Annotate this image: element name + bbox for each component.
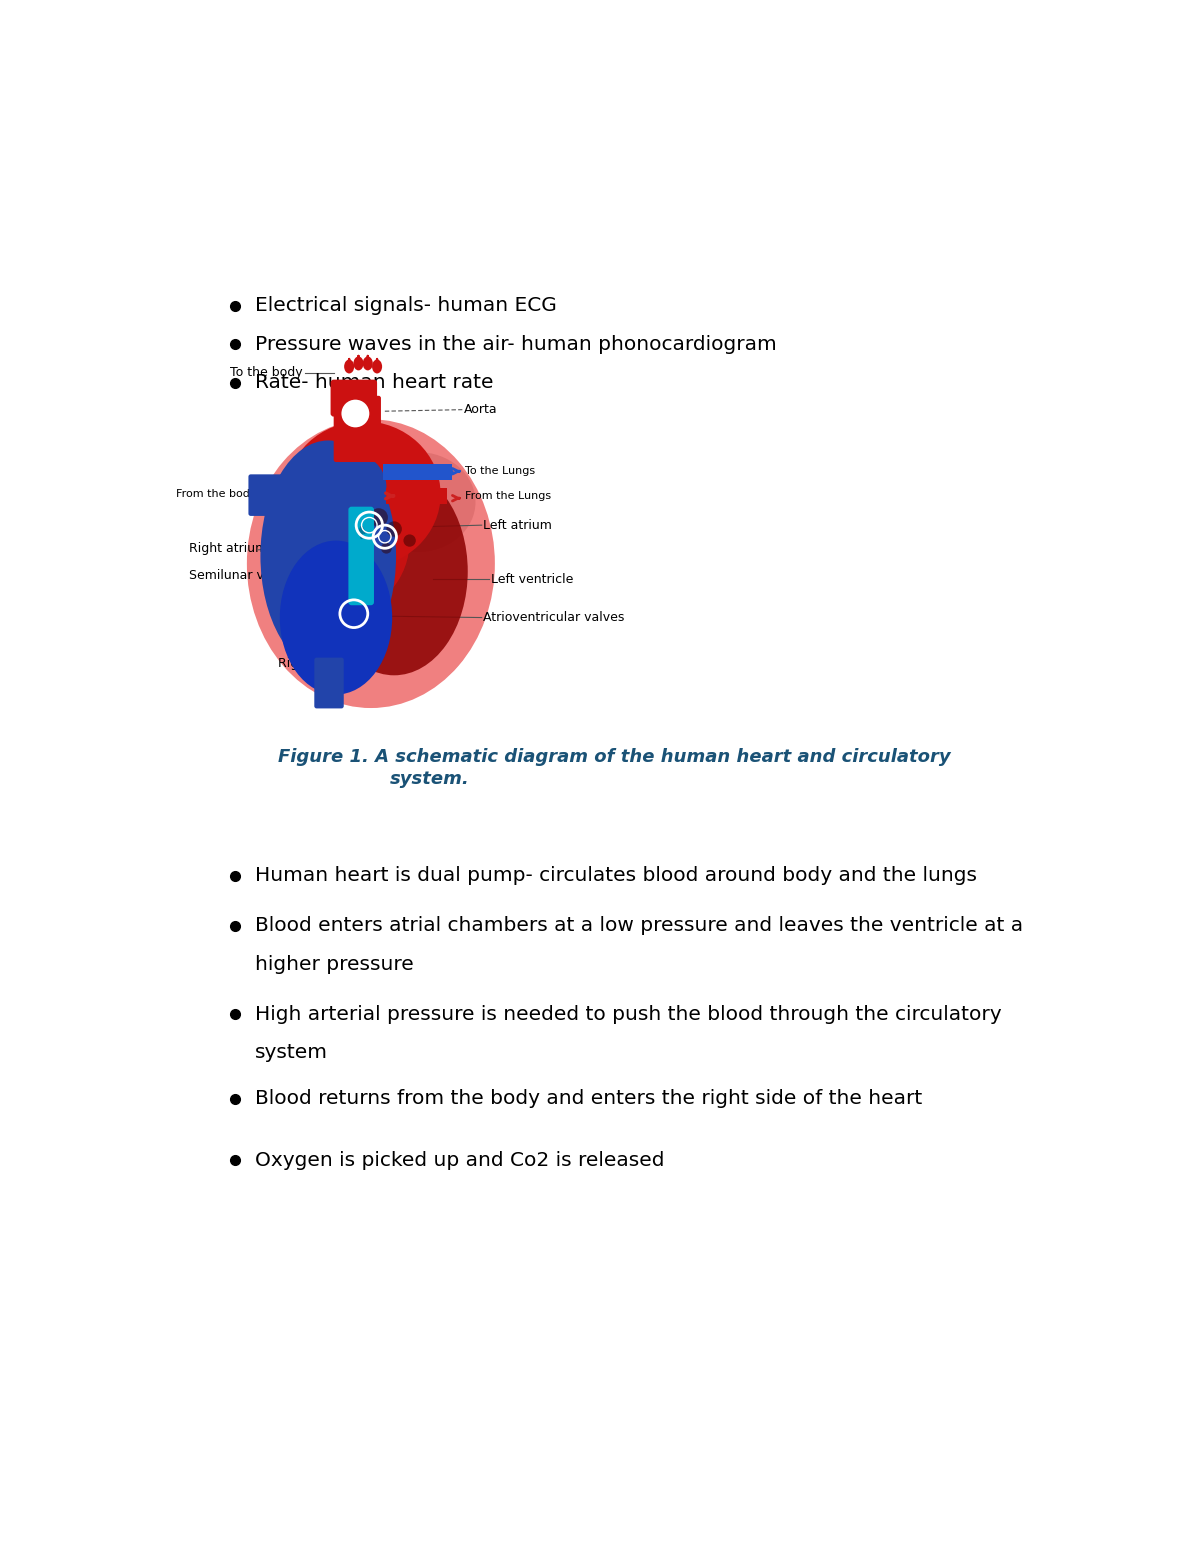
Text: Right atrium: Right atrium — [188, 542, 266, 554]
Text: Semilunar valves: Semilunar valves — [188, 568, 296, 582]
Text: Blood returns from the body and enters the right side of the heart: Blood returns from the body and enters t… — [254, 1089, 922, 1109]
Text: Human heart is dual pump- circulates blood around body and the lungs: Human heart is dual pump- circulates blo… — [254, 867, 977, 885]
FancyBboxPatch shape — [334, 396, 380, 463]
Ellipse shape — [308, 452, 386, 522]
Circle shape — [342, 399, 370, 427]
Circle shape — [386, 522, 402, 537]
Text: Right ventricle: Right ventricle — [278, 657, 370, 671]
Circle shape — [403, 534, 416, 547]
Text: higher pressure: higher pressure — [254, 955, 413, 974]
FancyBboxPatch shape — [348, 506, 374, 606]
Text: To the body: To the body — [230, 367, 302, 379]
Ellipse shape — [260, 441, 396, 671]
Ellipse shape — [286, 421, 440, 567]
Ellipse shape — [359, 452, 475, 553]
Ellipse shape — [286, 471, 409, 610]
Text: Left atrium: Left atrium — [484, 519, 552, 531]
Text: Atrioventricular valves: Atrioventricular valves — [484, 610, 625, 624]
Text: Pressure waves in the air- human phonocardiogram: Pressure waves in the air- human phonoca… — [254, 335, 776, 354]
FancyBboxPatch shape — [314, 657, 343, 708]
FancyBboxPatch shape — [248, 474, 304, 516]
FancyBboxPatch shape — [383, 463, 452, 480]
Circle shape — [380, 544, 391, 554]
Text: Electrical signals- human ECG: Electrical signals- human ECG — [254, 297, 557, 315]
Text: system.: system. — [390, 770, 470, 787]
Ellipse shape — [280, 540, 392, 694]
Text: High arterial pressure is needed to push the blood through the circulatory: High arterial pressure is needed to push… — [254, 1005, 1001, 1023]
Ellipse shape — [329, 499, 484, 691]
Text: Aorta: Aorta — [464, 404, 498, 416]
Text: Oxygen is picked up and Co2 is released: Oxygen is picked up and Co2 is released — [254, 1151, 664, 1169]
FancyBboxPatch shape — [386, 488, 446, 503]
Text: Figure 1. A schematic diagram of the human heart and circulatory: Figure 1. A schematic diagram of the hum… — [278, 749, 950, 767]
Text: From the body: From the body — [175, 489, 256, 500]
Text: system: system — [254, 1044, 328, 1062]
Text: Rate- human heart rate: Rate- human heart rate — [254, 373, 493, 393]
Ellipse shape — [362, 357, 373, 370]
Circle shape — [370, 508, 388, 526]
Ellipse shape — [247, 419, 494, 708]
Ellipse shape — [320, 467, 468, 676]
Text: Blood enters atrial chambers at a low pressure and leaves the ventricle at a: Blood enters atrial chambers at a low pr… — [254, 916, 1022, 935]
Ellipse shape — [344, 360, 354, 373]
Text: Left ventricle: Left ventricle — [491, 573, 574, 585]
Ellipse shape — [372, 360, 382, 373]
Text: From the Lungs: From the Lungs — [466, 491, 552, 502]
FancyBboxPatch shape — [330, 379, 377, 416]
Ellipse shape — [354, 357, 364, 370]
Text: To the Lungs: To the Lungs — [466, 466, 535, 477]
